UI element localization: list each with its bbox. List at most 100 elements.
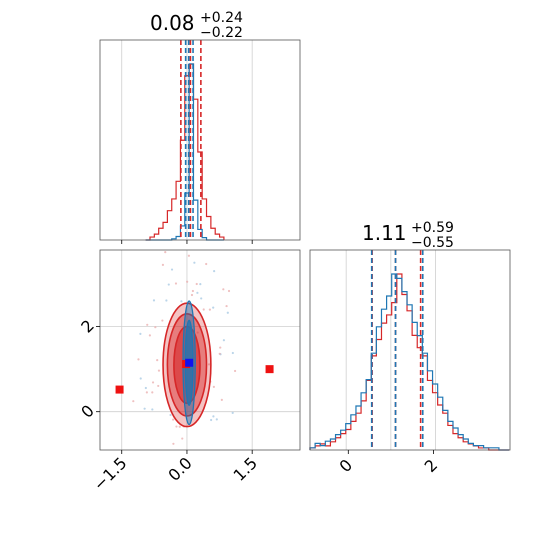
marginal-2-frame: [309, 249, 511, 451]
joint-scatter-point-11: [187, 254, 191, 257]
marginal-2-title-plus: +0.59: [411, 220, 454, 236]
marginal-2-ticks: [347, 450, 434, 454]
joint-blue-marker: [185, 358, 194, 367]
joint-scatter-point-3: [172, 418, 175, 421]
joint-scatter-point-16: [146, 323, 149, 326]
marginal-2-x-tick-label-0: 0: [335, 455, 356, 476]
joint-x-tick-label-2: 1.5: [230, 453, 261, 484]
joint-scatter-point-64: [172, 442, 175, 445]
joint-scatter-point-0: [137, 358, 140, 361]
joint-scatter-point-53: [178, 425, 181, 428]
joint-x-tick-labels: −1.5 0.0 1.5: [90, 453, 261, 494]
joint-scatter-point-24: [148, 334, 151, 337]
joint-scatter-point-14: [222, 339, 226, 342]
joint-scatter-point-10: [152, 299, 156, 302]
joint-markers: [115, 358, 274, 394]
joint-scatter-point-55: [196, 291, 199, 294]
joint-scatter-point-69: [181, 437, 184, 440]
marginal-1-title-minus: −0.22: [200, 25, 243, 41]
joint-scatter-point-51: [139, 377, 142, 380]
joint-scatter-point-21: [199, 283, 202, 286]
joint-red-marker-1: [265, 365, 274, 374]
joint-scatter-point-50: [195, 282, 198, 286]
joint-scatter-point-47: [165, 299, 168, 302]
joint-scatter-point-41: [222, 288, 225, 291]
joint-scatter-point-13: [202, 308, 205, 311]
joint-scatter-point-49: [180, 300, 183, 303]
joint-scatter-point-33: [207, 363, 211, 366]
joint-scatter-point-32: [161, 263, 165, 266]
marginal-1-quantile-lines: [180, 40, 202, 240]
joint-scatter-point-45: [233, 369, 237, 373]
joint-x-tick-label-0: −1.5: [90, 453, 131, 494]
joint-scatter-point-62: [151, 381, 155, 384]
joint-scatter-point-48: [154, 326, 157, 329]
joint-scatter-point-52: [157, 369, 161, 372]
joint-scatter-point-20: [157, 384, 160, 388]
joint-scatter-point-1: [139, 332, 142, 335]
joint-scatter-point-42: [215, 418, 218, 421]
joint-scatter-point-25: [227, 289, 231, 293]
joint-red-marker-0: [115, 385, 124, 394]
joint-scatter-point-19: [231, 411, 234, 414]
marginal-2-quantile-lines: [370, 250, 424, 450]
marginal-1-histogram-series-0: [145, 63, 225, 241]
marginal-2-title-minus: −0.55: [411, 235, 454, 251]
joint-scatter-point-8: [205, 262, 208, 266]
marginal-2-histogram-series-0: [309, 273, 510, 451]
joint-scatter-point-7: [161, 319, 164, 322]
joint-scatter-point-68: [213, 269, 216, 273]
joint-y-tick-label-1: 2: [77, 316, 98, 337]
joint-scatter-point-59: [132, 400, 135, 403]
joint-scatter-points: [132, 251, 237, 445]
joint-scatter-point-5: [212, 306, 215, 309]
joint-scatter-point-58: [218, 352, 221, 355]
joint-panel: −1.5 0.0 1.5 02: [77, 249, 301, 494]
marginal-1-grid: [121, 40, 253, 240]
joint-scatter-point-4: [175, 425, 178, 428]
joint-scatter-point-31: [156, 359, 159, 362]
joint-scatter-point-12: [169, 413, 172, 417]
joint-scatter-point-54: [212, 415, 215, 418]
joint-scatter-point-37: [167, 283, 170, 286]
marginal-1-ticks: [121, 240, 253, 244]
joint-x-tick-label-1: 0.0: [164, 453, 195, 484]
marginal-2-title-value: 1.11: [362, 221, 407, 245]
joint-scatter-point-17: [191, 289, 195, 293]
marginal-2-histograms: [309, 273, 510, 451]
joint-scatter-point-39: [219, 346, 222, 349]
joint-scatter-point-60: [174, 282, 178, 285]
joint-scatter-point-29: [231, 351, 234, 355]
marginal-1-histograms: [145, 63, 225, 241]
joint-scatter-point-23: [143, 407, 146, 410]
joint-scatter-point-56: [151, 391, 154, 394]
joint-scatter-point-66: [200, 297, 203, 300]
joint-ticks: [96, 326, 253, 454]
marginal-2-x-tick-label-1: 2: [421, 455, 442, 476]
joint-y-tick-labels: 02: [77, 316, 98, 422]
marginal-2-histogram-series-1: [309, 273, 510, 451]
joint-scatter-point-18: [193, 261, 196, 264]
marginal-1-title-plus: +0.24: [200, 10, 243, 26]
joint-scatter-point-34: [208, 308, 211, 311]
joint-scatter-point-38: [196, 331, 199, 334]
joint-scatter-point-36: [170, 268, 174, 271]
marginal-2-grid: [345, 250, 436, 450]
marginal-panel-1: 0.08 +0.24 −0.22: [99, 10, 301, 244]
joint-scatter-point-46: [226, 311, 229, 314]
joint-scatter-point-22: [164, 251, 167, 254]
joint-frame: [99, 249, 301, 451]
joint-scatter-point-9: [144, 386, 147, 390]
joint-y-tick-label-0: 0: [77, 401, 98, 422]
joint-scatter-point-15: [212, 385, 215, 388]
joint-scatter-point-6: [225, 304, 228, 308]
joint-scatter-point-57: [186, 280, 189, 283]
joint-scatter-point-30: [190, 293, 194, 297]
marginal-1-title-value: 0.08: [150, 11, 195, 35]
joint-scatter-point-43: [210, 418, 213, 422]
joint-scatter-point-40: [145, 391, 148, 394]
joint-scatter-point-65: [220, 398, 223, 401]
